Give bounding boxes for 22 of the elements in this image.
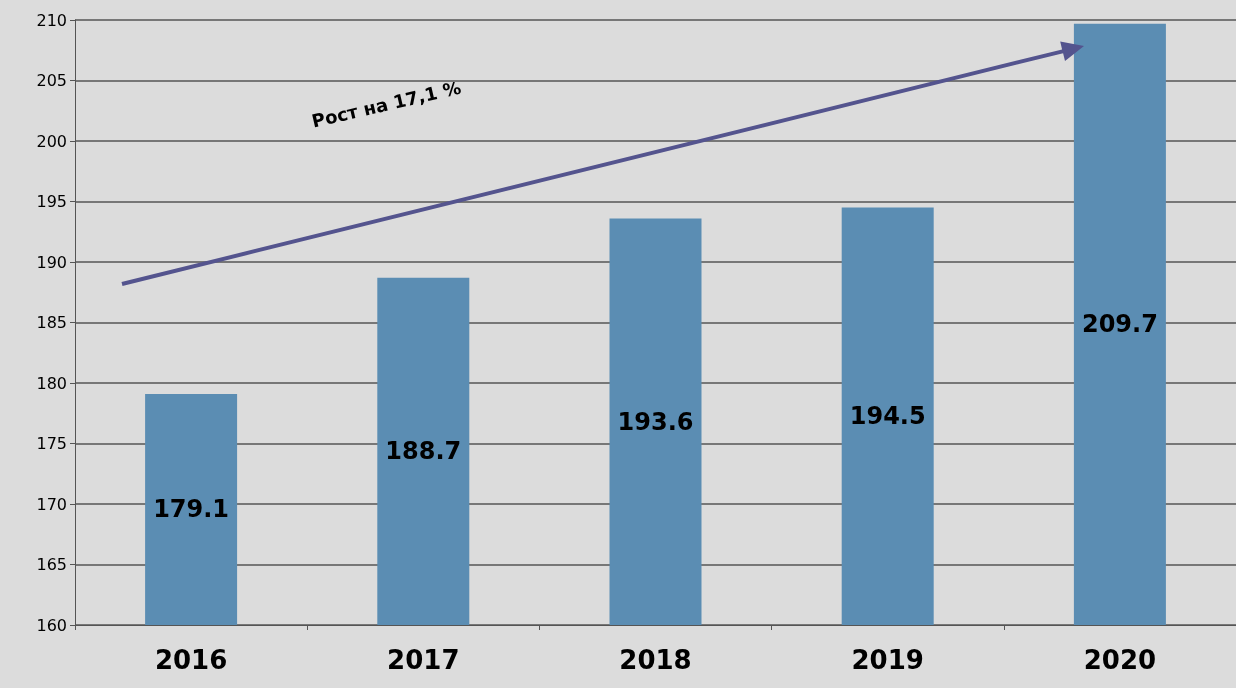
data-label: 193.6 <box>617 407 694 436</box>
y-tick-label: 165 <box>36 555 67 574</box>
data-label: 209.7 <box>1081 310 1158 339</box>
y-tick-label: 160 <box>36 615 67 635</box>
x-tick-label: 2017 <box>387 645 460 675</box>
y-tick-label: 175 <box>36 434 67 453</box>
data-label: 194.5 <box>849 402 926 431</box>
y-tick-label: 205 <box>36 71 67 90</box>
y-tick-label: 185 <box>36 313 67 332</box>
data-label: 179.1 <box>153 495 230 524</box>
data-label: 188.7 <box>385 437 462 466</box>
x-tick-label: 2019 <box>851 645 924 675</box>
y-tick-label: 195 <box>36 192 67 211</box>
y-tick-label: 200 <box>36 131 67 151</box>
x-tick-label: 2016 <box>154 645 228 675</box>
y-tick-label: 210 <box>36 10 67 30</box>
y-tick-label: 170 <box>36 494 67 514</box>
annotation: Рост на 17,1 % <box>309 76 463 132</box>
x-tick-label: 2020 <box>1083 645 1157 675</box>
y-tick-label: 180 <box>36 373 67 393</box>
x-tick-label: 2018 <box>619 645 692 675</box>
y-tick-label: 190 <box>36 252 67 272</box>
